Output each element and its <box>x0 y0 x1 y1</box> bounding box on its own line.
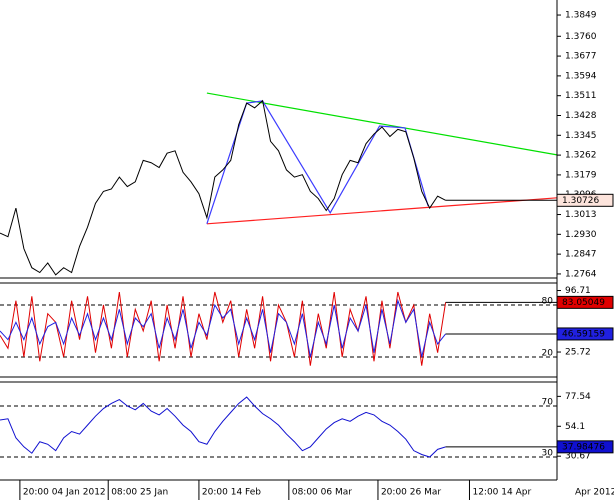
trendline <box>206 92 558 156</box>
value-box-label: 46.59159 <box>562 329 605 339</box>
series-line <box>0 99 446 276</box>
level-label: 80 <box>542 297 554 307</box>
y-tick-label: 1.2847 <box>565 250 597 260</box>
value-box-label: 37.98476 <box>562 442 605 452</box>
x-period-label: Apr 2012 <box>575 488 614 498</box>
y-tick-label: 1.3179 <box>565 170 597 180</box>
series-line <box>0 396 446 458</box>
level-label: 20 <box>542 348 554 358</box>
value-box <box>556 193 614 207</box>
value-box <box>556 440 614 454</box>
x-tick-label: 20:00 14 Feb <box>202 488 261 498</box>
y-tick-label: 1.2764 <box>565 269 597 279</box>
y-tick-label: 96.71 <box>565 286 591 296</box>
y-tick-label: 77.54 <box>565 392 591 402</box>
y-tick-label: 1.3849 <box>565 11 597 21</box>
level-label: 30 <box>542 449 554 459</box>
y-tick-label: 1.3677 <box>565 52 597 62</box>
y-tick-label: 1.3262 <box>565 151 597 161</box>
x-tick-label: 20:00 26 Mar <box>381 488 441 498</box>
y-tick-label: 1.3345 <box>565 131 597 141</box>
y-tick-label: 30.67 <box>565 452 591 462</box>
y-tick-label: 1.3511 <box>565 91 597 101</box>
value-box-label: 83.05049 <box>562 298 605 308</box>
value-box <box>556 327 614 341</box>
value-box-label: 1.30726 <box>562 196 599 206</box>
level-label: 70 <box>542 397 554 407</box>
y-tick-label: 1.2930 <box>565 230 597 240</box>
series-line <box>0 298 446 358</box>
y-tick-label: 1.3760 <box>565 32 597 42</box>
y-tick-label: 1.3594 <box>565 71 597 81</box>
y-tick-label: 25.72 <box>565 348 591 358</box>
x-tick-label: 12:00 14 Apr <box>472 488 531 498</box>
y-tick-label: 1.3428 <box>565 111 597 121</box>
trendline <box>206 197 558 225</box>
x-tick-label: 08:00 06 Mar <box>292 488 352 498</box>
y-tick-label: 54.1 <box>565 422 585 432</box>
x-tick-label: 20:00 04 Jan 2012 <box>23 488 106 498</box>
y-tick-label: 1.3013 <box>565 210 597 220</box>
x-tick-label: 08:00 25 Jan <box>111 488 168 498</box>
value-box <box>556 295 614 309</box>
